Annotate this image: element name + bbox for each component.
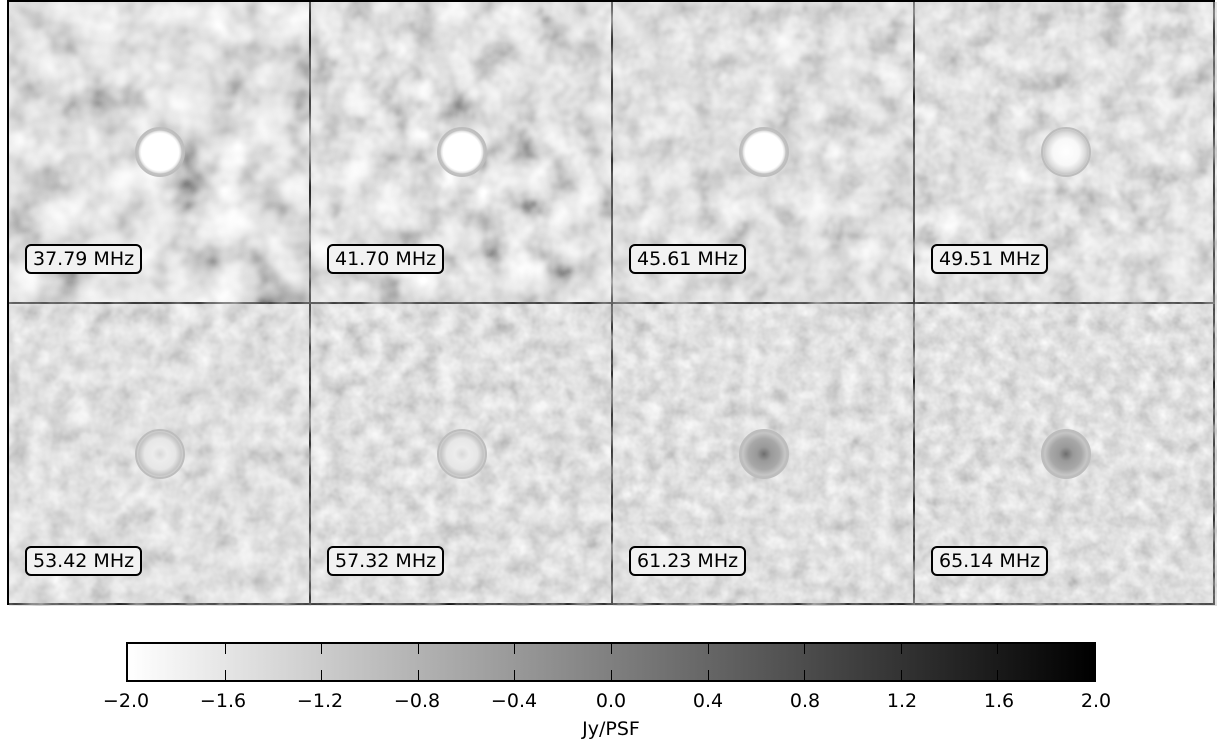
colorbar-tick-label: −0.8 [393, 690, 441, 712]
image-panel: 37.79 MHz [9, 2, 311, 304]
colorbar-tick [997, 670, 999, 680]
frequency-label: 49.51 MHz [931, 244, 1049, 274]
image-panel: 53.42 MHz [9, 304, 311, 606]
sky-image [613, 2, 915, 304]
colorbar-tick [804, 644, 806, 654]
radio-source [739, 429, 789, 479]
colorbar [126, 642, 1096, 682]
sky-image [311, 2, 613, 304]
colorbar-tick [611, 670, 612, 680]
colorbar-tick-label: 1.6 [983, 690, 1015, 712]
colorbar-tick [707, 644, 709, 654]
frequency-label: 61.23 MHz [629, 546, 747, 576]
image-panel: 65.14 MHz [915, 304, 1217, 606]
colorbar-tick [417, 670, 419, 680]
colorbar-tick-label: 0.4 [692, 690, 724, 712]
colorbar-tick [900, 644, 902, 654]
frequency-label: 57.32 MHz [327, 546, 445, 576]
colorbar-tick-label: −2.0 [102, 690, 150, 712]
colorbar-tick [321, 644, 323, 654]
radio-source [1041, 429, 1091, 479]
colorbar-tick-label: 1.2 [886, 690, 918, 712]
colorbar-tick [224, 670, 226, 680]
radio-source [135, 127, 185, 177]
radio-source [739, 127, 789, 177]
colorbar-tick-label: 0.8 [789, 690, 821, 712]
radio-source [135, 429, 185, 479]
colorbar-tick [224, 644, 226, 654]
image-panel: 49.51 MHz [915, 2, 1217, 304]
frequency-label: 37.79 MHz [25, 244, 143, 274]
colorbar-tick [514, 644, 516, 654]
image-panel: 61.23 MHz [613, 304, 915, 606]
colorbar-tick [611, 644, 612, 654]
colorbar-tick [997, 644, 999, 654]
colorbar-label: Jy/PSF [582, 718, 640, 740]
image-panel: 45.61 MHz [613, 2, 915, 304]
image-grid: 37.79 MHz 41.70 MHz 45.61 MHz 49.51 MHz 53.4… [7, 0, 1217, 606]
colorbar-tick-label: 0.0 [595, 690, 627, 712]
colorbar-tick [707, 670, 709, 680]
colorbar-tick [321, 670, 323, 680]
radio-source [1041, 127, 1091, 177]
colorbar-tick-label: −1.2 [296, 690, 344, 712]
frequency-label: 53.42 MHz [25, 546, 143, 576]
colorbar-tick-label: 2.0 [1080, 690, 1112, 712]
colorbar-tick-label: −1.6 [199, 690, 247, 712]
colorbar-tick [900, 670, 902, 680]
frequency-label: 41.70 MHz [327, 244, 445, 274]
frequency-label: 65.14 MHz [931, 546, 1049, 576]
image-panel: 41.70 MHz [311, 2, 613, 304]
colorbar-tick [417, 644, 419, 654]
radio-source [437, 429, 487, 479]
colorbar-tick [514, 670, 516, 680]
sky-image [915, 304, 1217, 606]
radio-source [437, 127, 487, 177]
image-panel: 57.32 MHz [311, 304, 613, 606]
colorbar-tick-label: −0.4 [490, 690, 538, 712]
colorbar-tick [804, 670, 806, 680]
frequency-label: 45.61 MHz [629, 244, 747, 274]
